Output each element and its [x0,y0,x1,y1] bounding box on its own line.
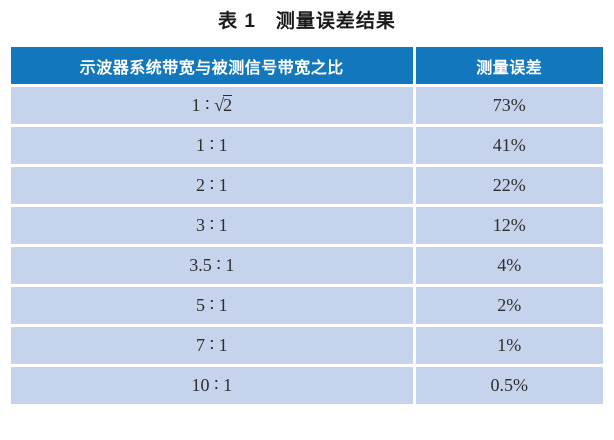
table-row: 5 ∶ 1 2% [8,284,607,327]
ratio-cell: 5 ∶ 1 [8,284,416,327]
table-row: 1 ∶ √2 73% [8,84,607,127]
error-cell: 41% [412,124,607,167]
table-title: 表 1 测量误差结果 [218,11,396,32]
ratio-column-header: 示波器系统带宽与被测信号带宽之比 [8,44,416,87]
error-column-header: 测量误差 [412,44,607,87]
error-cell: 1% [412,324,607,367]
ratio-cell: 2 ∶ 1 [8,164,416,207]
error-cell: 2% [412,284,607,327]
table-row: 3 ∶ 1 12% [8,204,607,247]
error-cell: 22% [412,164,607,207]
ratio-cell: 10 ∶ 1 [8,364,416,407]
table-header: 示波器系统带宽与被测信号带宽之比 测量误差 [8,44,607,87]
ratio-cell: 1 ∶ √2 [8,84,416,127]
error-cell: 12% [412,204,607,247]
measurement-error-table: 示波器系统带宽与被测信号带宽之比 测量误差 1 ∶ √2 73% 1 ∶ 1 41% 2… [8,44,607,407]
table-row: 1 ∶ 1 41% [8,124,607,167]
table-row: 10 ∶ 1 0.5% [8,364,607,407]
table-row: 3.5 ∶ 1 4% [8,244,607,287]
table-row: 2 ∶ 1 22% [8,164,607,207]
sqrt-radicand: 2 [223,95,233,115]
sqrt-symbol: √ [214,95,224,115]
ratio-cell: 3 ∶ 1 [8,204,416,247]
error-cell: 73% [412,84,607,127]
header-row: 示波器系统带宽与被测信号带宽之比 测量误差 [8,44,607,87]
ratio-cell: 7 ∶ 1 [8,324,416,367]
ratio-cell: 1 ∶ 1 [8,124,416,167]
ratio-cell: 3.5 ∶ 1 [8,244,416,287]
error-cell: 0.5% [412,364,607,407]
table-body: 1 ∶ √2 73% 1 ∶ 1 41% 2 ∶ 1 22% 3 ∶ 1 12% 3.5 ∶ 1… [8,84,607,407]
table-row: 7 ∶ 1 1% [8,324,607,367]
error-cell: 4% [412,244,607,287]
